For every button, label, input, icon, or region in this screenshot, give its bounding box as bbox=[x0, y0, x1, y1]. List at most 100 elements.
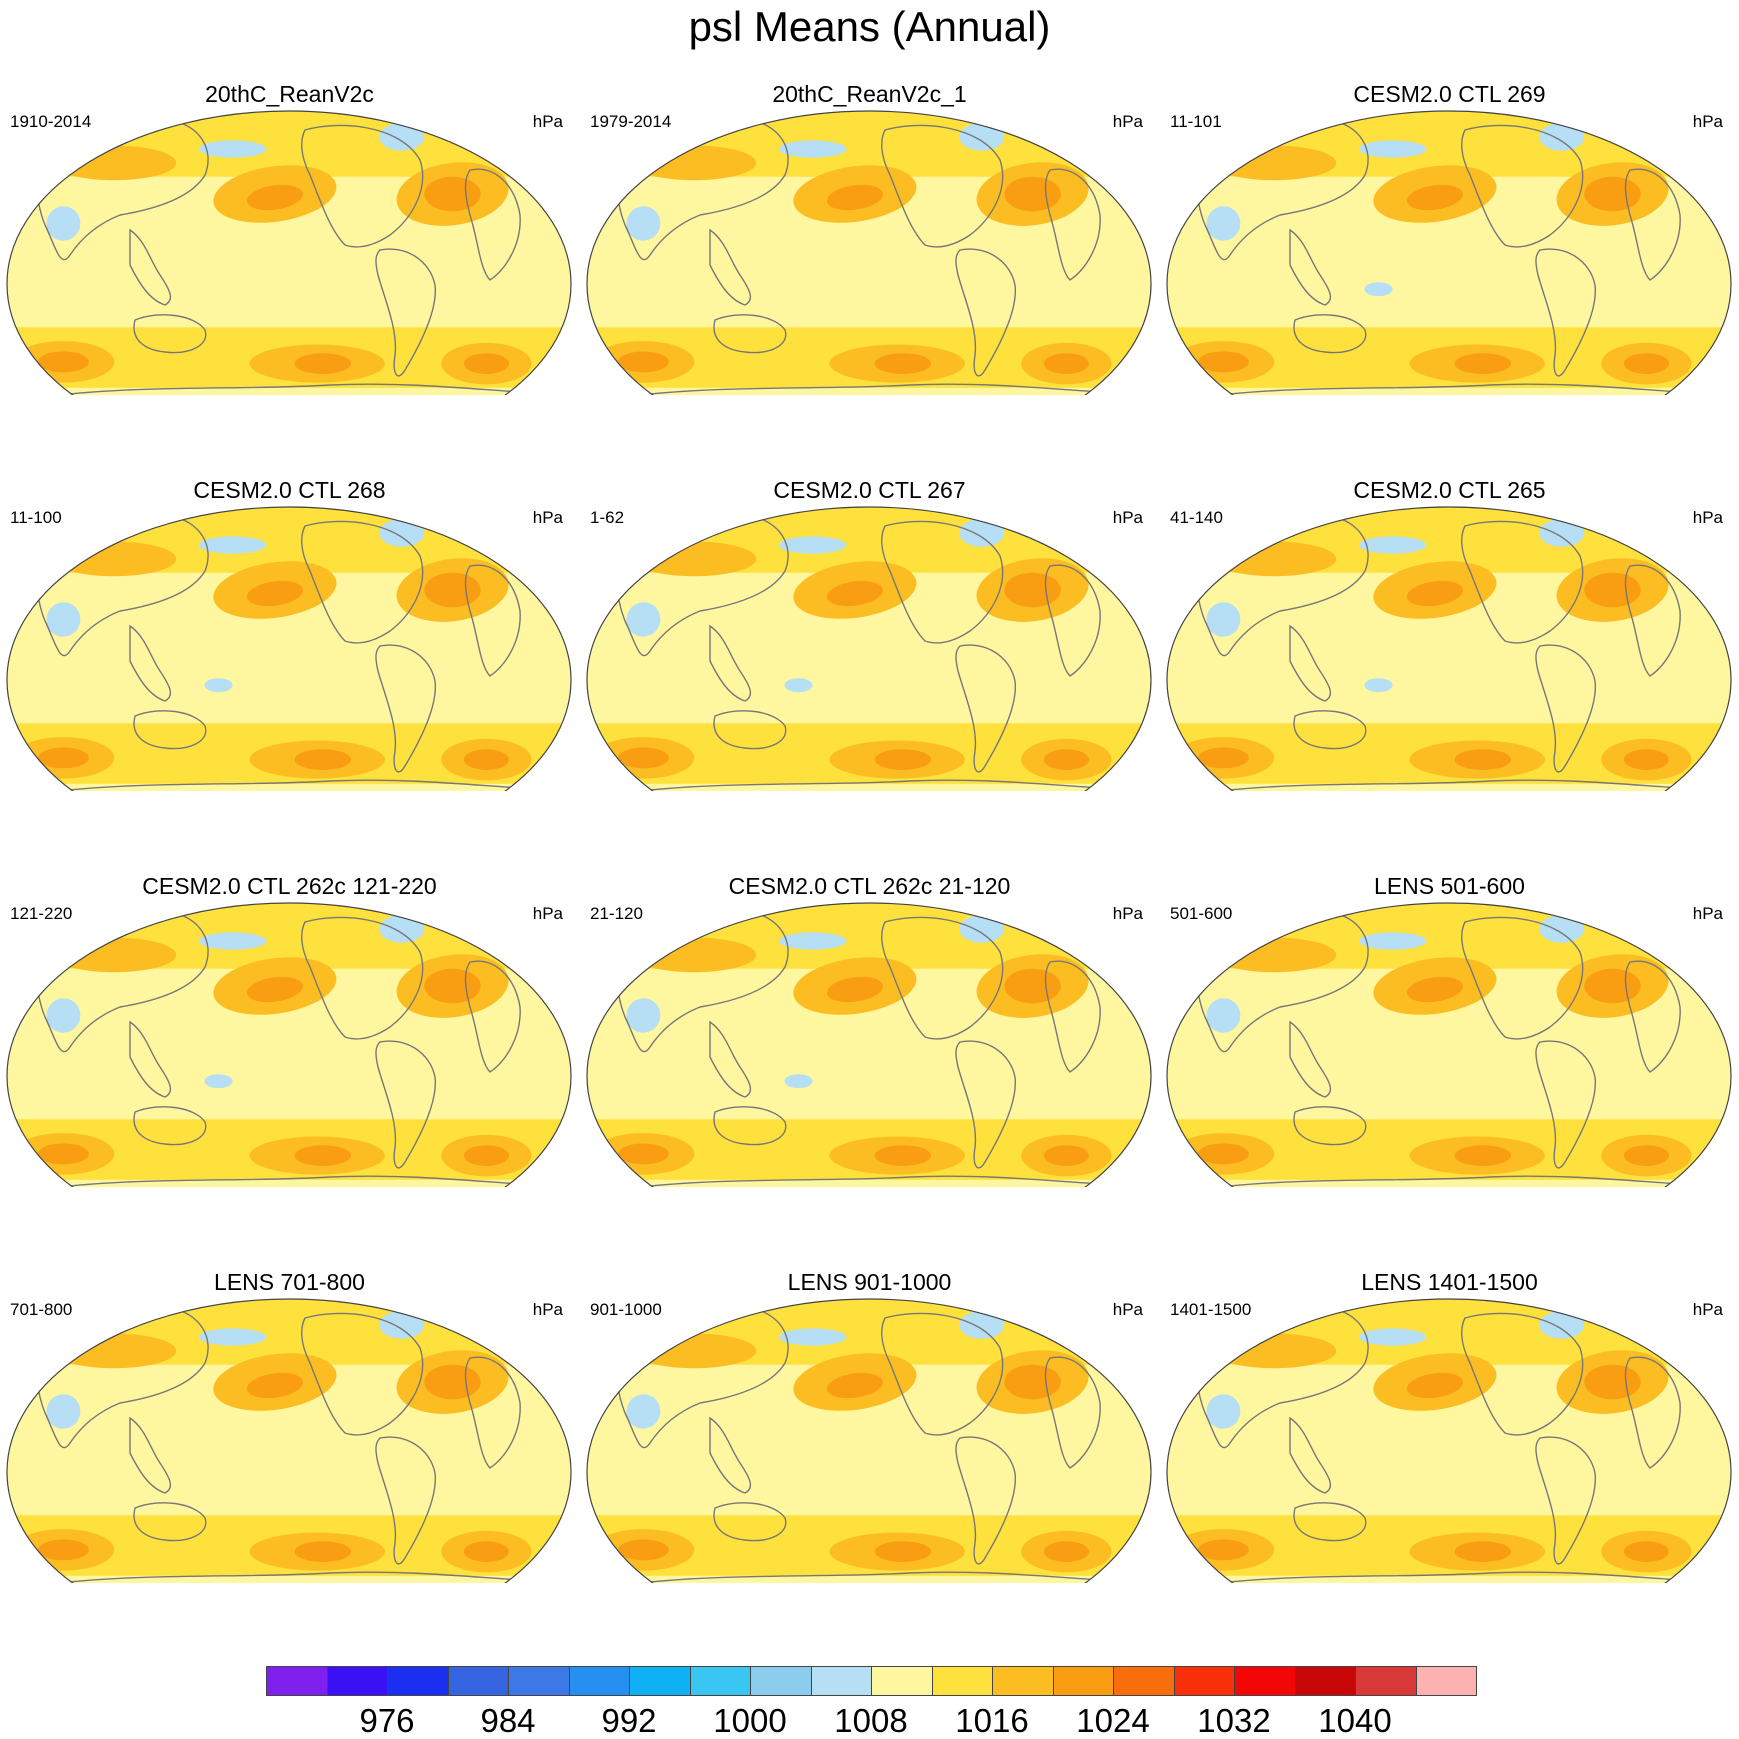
coastline-5 bbox=[464, 168, 521, 281]
colorbar-swatch bbox=[387, 1666, 449, 1696]
psl-high-north-atlantic-core bbox=[1004, 572, 1061, 608]
psl-low-icelandic bbox=[959, 123, 1005, 151]
panel-title: 20thC_ReanV2c_1 bbox=[772, 81, 967, 107]
coastline-6 bbox=[59, 779, 521, 791]
psl-high-south-pacific-core bbox=[1454, 353, 1512, 374]
psl-high-north-pacific-core bbox=[1406, 1372, 1463, 1399]
psl-band-so-1 bbox=[7, 387, 571, 395]
psl-low-icelandic bbox=[379, 519, 425, 547]
psl-high-north-pacific-core bbox=[826, 1372, 883, 1399]
coastline-2 bbox=[1293, 1106, 1367, 1146]
psl-high-south-pacific-core bbox=[294, 1541, 352, 1562]
map-panel: LENS 701-800 701-800 hPa bbox=[0, 1188, 579, 1583]
map-panel: CESM2.0 CTL 269 11-101 hPa bbox=[1160, 0, 1739, 395]
coastline-2 bbox=[133, 1106, 207, 1146]
panel-title: LENS 701-800 bbox=[214, 1269, 365, 1295]
coastline-5 bbox=[464, 564, 521, 677]
psl-map bbox=[6, 506, 572, 791]
colorbar-label: 984 bbox=[480, 1702, 536, 1739]
coastline-3 bbox=[1461, 1312, 1584, 1436]
coastline-5 bbox=[1044, 168, 1101, 281]
panel-years: 501-600 bbox=[1170, 904, 1233, 923]
psl-low-aleutian bbox=[1358, 536, 1427, 554]
psl-high-south-atlantic-core bbox=[463, 1541, 509, 1562]
psl-map bbox=[586, 1298, 1152, 1583]
psl-low-icelandic bbox=[1539, 519, 1585, 547]
psl-low-south-asia bbox=[626, 602, 661, 637]
panel-title: 20thC_ReanV2c bbox=[205, 81, 374, 107]
psl-high-north-atlantic-core bbox=[424, 968, 481, 1004]
psl-low-aleutian bbox=[198, 1328, 267, 1346]
colorbar-swatch bbox=[931, 1666, 993, 1696]
panel-units: hPa bbox=[532, 1300, 563, 1319]
coastline-4 bbox=[955, 1436, 1016, 1565]
psl-band-so-1 bbox=[1167, 1575, 1731, 1583]
psl-field bbox=[7, 1299, 571, 1583]
psl-high-north-atlantic-core bbox=[1584, 572, 1641, 608]
psl-high-north-atlantic-core bbox=[1584, 968, 1641, 1004]
psl-high-south-atlantic-core bbox=[463, 353, 509, 374]
psl-high-south-pacific-core bbox=[874, 749, 932, 770]
psl-map bbox=[1166, 506, 1732, 791]
psl-low-south-asia bbox=[626, 1394, 661, 1429]
psl-high-south-pacific-core bbox=[294, 353, 352, 374]
psl-low-icelandic bbox=[379, 915, 425, 943]
panel-units: hPa bbox=[532, 904, 563, 923]
psl-low-aleutian bbox=[778, 536, 847, 554]
panel-years: 41-140 bbox=[1170, 508, 1223, 527]
coastline-6 bbox=[639, 383, 1101, 395]
coastline-3 bbox=[1461, 916, 1584, 1040]
coastline-3 bbox=[301, 124, 424, 248]
psl-high-south-indian-core bbox=[1198, 747, 1249, 769]
colorbar-swatch bbox=[508, 1666, 570, 1696]
psl-high-north-pacific-core bbox=[826, 580, 883, 607]
map-border bbox=[6, 1298, 572, 1583]
coastline-3 bbox=[881, 916, 1004, 1040]
psl-band-so-1 bbox=[1167, 1179, 1731, 1187]
colorbar-label: 1000 bbox=[713, 1702, 787, 1739]
colorbar-swatch bbox=[629, 1666, 691, 1696]
psl-field bbox=[1167, 903, 1731, 1187]
coastline-6 bbox=[1219, 1571, 1681, 1583]
psl-high-south-pacific-core bbox=[874, 353, 932, 374]
map-border bbox=[1166, 110, 1732, 395]
psl-map bbox=[1166, 110, 1732, 395]
coastline-1 bbox=[709, 1020, 752, 1098]
psl-low-aleutian bbox=[778, 140, 847, 158]
psl-field bbox=[1167, 111, 1731, 395]
psl-map bbox=[586, 902, 1152, 1187]
panel-title: CESM2.0 CTL 267 bbox=[773, 477, 966, 503]
colorbar-label: 1040 bbox=[1318, 1702, 1392, 1739]
panel-years: 1910-2014 bbox=[10, 112, 92, 131]
coastline-2 bbox=[713, 1502, 787, 1542]
psl-low-west-pacific bbox=[204, 1074, 233, 1089]
psl-map bbox=[1166, 902, 1732, 1187]
coastline-1 bbox=[129, 228, 172, 306]
psl-field bbox=[7, 111, 571, 395]
colorbar-swatch bbox=[266, 1666, 328, 1696]
panel-years: 1979-2014 bbox=[590, 112, 672, 131]
panel-years: 1401-1500 bbox=[1170, 1300, 1252, 1319]
psl-low-icelandic bbox=[1539, 123, 1585, 151]
coastline-3 bbox=[1461, 520, 1584, 644]
colorbar-label: 992 bbox=[601, 1702, 657, 1739]
colorbar-legend: 976 984 992 1000 1008 1016 1024 1032 1040 bbox=[266, 1666, 1477, 1739]
coastline-4 bbox=[1535, 1040, 1596, 1169]
coastline-2 bbox=[713, 1106, 787, 1146]
coastline-2 bbox=[1293, 314, 1367, 354]
colorbar-label: 1032 bbox=[1197, 1702, 1271, 1739]
psl-high-south-indian-core bbox=[38, 1539, 89, 1561]
coastline-1 bbox=[709, 228, 752, 306]
colorbar-label: 1016 bbox=[955, 1702, 1029, 1739]
coastline-6 bbox=[639, 1571, 1101, 1583]
panel-years: 11-100 bbox=[10, 508, 62, 527]
coastline-5 bbox=[1624, 1356, 1681, 1469]
psl-low-south-asia bbox=[626, 206, 661, 241]
psl-map bbox=[1166, 1298, 1732, 1583]
psl-band-so-1 bbox=[7, 1575, 571, 1583]
coastline-6 bbox=[1219, 383, 1681, 395]
coastline-4 bbox=[955, 1040, 1016, 1169]
psl-low-aleutian bbox=[198, 536, 267, 554]
coastline-3 bbox=[881, 1312, 1004, 1436]
